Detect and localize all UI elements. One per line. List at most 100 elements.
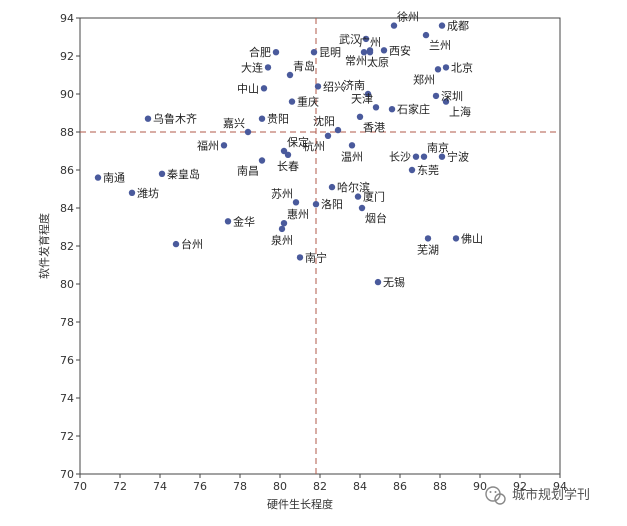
point-label: 台州 (181, 237, 203, 251)
point-label: 厦门 (363, 190, 385, 204)
point-label: 烟台 (365, 211, 387, 225)
point-label: 苏州 (271, 187, 293, 200)
point-label: 武汉 (339, 33, 361, 46)
x-axis: 70 72 74 76 78 80 82 84 86 88 90 92 94 (73, 474, 567, 493)
point-label: 东莞 (417, 164, 439, 177)
data-point (264, 64, 272, 71)
data-point (438, 22, 446, 29)
point-label: 深圳 (441, 90, 463, 103)
data-point (286, 71, 294, 79)
point-label: 常州 (345, 54, 367, 67)
data-point (442, 98, 450, 105)
x-tick-label: 82 (313, 480, 327, 493)
watermark-label: 城市规划学刊 (512, 487, 590, 503)
point-label: 杭州 (303, 139, 325, 153)
data-point (442, 64, 450, 71)
x-tick-label: 94 (553, 480, 567, 493)
point-label: 长沙 (389, 151, 411, 164)
x-axis-title: 硬件生长程度 (267, 497, 333, 511)
point-label: 绍兴 (323, 79, 345, 93)
data-point (244, 128, 252, 136)
data-points (94, 22, 460, 286)
y-tick-label: 84 (60, 202, 74, 215)
x-tick-label: 70 (73, 480, 87, 493)
data-point (354, 193, 362, 200)
point-label: 成都 (447, 20, 469, 33)
data-point (356, 113, 364, 121)
point-label: 秦皇岛 (167, 167, 200, 181)
point-label: 洛阳 (321, 197, 343, 211)
y-tick-label: 94 (60, 12, 74, 25)
point-label: 徐州 (397, 10, 419, 24)
data-point (172, 240, 180, 248)
point-label: 哈尔滨 (337, 180, 370, 194)
data-point (434, 66, 442, 73)
data-point (328, 183, 336, 191)
point-label: 南昌 (237, 165, 259, 178)
data-point (224, 218, 232, 225)
point-label: 中山 (237, 82, 259, 95)
data-point (284, 151, 292, 158)
data-point (348, 142, 356, 149)
data-point (452, 235, 460, 242)
data-point (94, 174, 102, 181)
reference-lines (80, 18, 560, 474)
y-tick-label: 82 (60, 240, 74, 253)
point-label: 无锡 (383, 275, 405, 289)
data-point (420, 153, 428, 160)
data-point (408, 166, 416, 174)
point-label: 乌鲁木齐 (153, 112, 197, 126)
data-point (310, 49, 318, 56)
y-tick-label: 74 (60, 392, 74, 405)
y-tick-label: 86 (60, 164, 74, 177)
data-point (144, 115, 152, 122)
data-point (388, 106, 396, 113)
point-label: 南宁 (305, 250, 327, 264)
y-tick-label: 80 (60, 278, 74, 291)
x-tick-label: 78 (233, 480, 247, 493)
y-tick-label: 90 (60, 88, 74, 101)
data-point (366, 47, 374, 54)
point-label: 泉州 (271, 233, 293, 247)
data-point (128, 189, 136, 196)
data-point (390, 22, 398, 29)
point-label: 北京 (451, 60, 473, 74)
data-point (288, 98, 296, 105)
point-label: 香港 (363, 121, 385, 134)
point-label: 长春 (277, 160, 299, 173)
data-point (220, 142, 228, 149)
point-label: 青岛 (293, 59, 315, 73)
data-point (280, 147, 288, 155)
point-label: 嘉兴 (223, 116, 245, 130)
x-tick-label: 84 (353, 480, 367, 493)
point-label: 大连 (241, 60, 263, 74)
x-tick-label: 86 (393, 480, 407, 493)
y-tick-label: 92 (60, 50, 74, 63)
data-point (280, 220, 288, 227)
x-tick-label: 74 (153, 480, 167, 493)
point-label: 广州 (359, 36, 381, 49)
data-point (412, 153, 420, 160)
data-point (380, 47, 388, 54)
point-label: 保定 (287, 135, 309, 149)
y-tick-label: 78 (60, 316, 74, 329)
x-tick-label: 90 (473, 480, 487, 493)
data-point (362, 35, 370, 43)
point-label: 南京 (427, 141, 449, 155)
data-point (438, 153, 446, 160)
point-label: 金华 (233, 214, 255, 228)
data-point (312, 201, 320, 208)
point-label: 沈阳 (313, 114, 335, 128)
point-label: 石家庄 (397, 102, 430, 116)
point-label: 潍坊 (137, 186, 159, 200)
point-label: 郑州 (413, 72, 435, 86)
data-point (360, 49, 368, 56)
point-label: 上海 (449, 105, 471, 119)
x-tick-label: 76 (193, 480, 207, 493)
data-point (324, 132, 332, 139)
point-label: 西安 (389, 43, 411, 57)
point-label: 芜湖 (417, 242, 439, 256)
data-point (424, 235, 432, 242)
